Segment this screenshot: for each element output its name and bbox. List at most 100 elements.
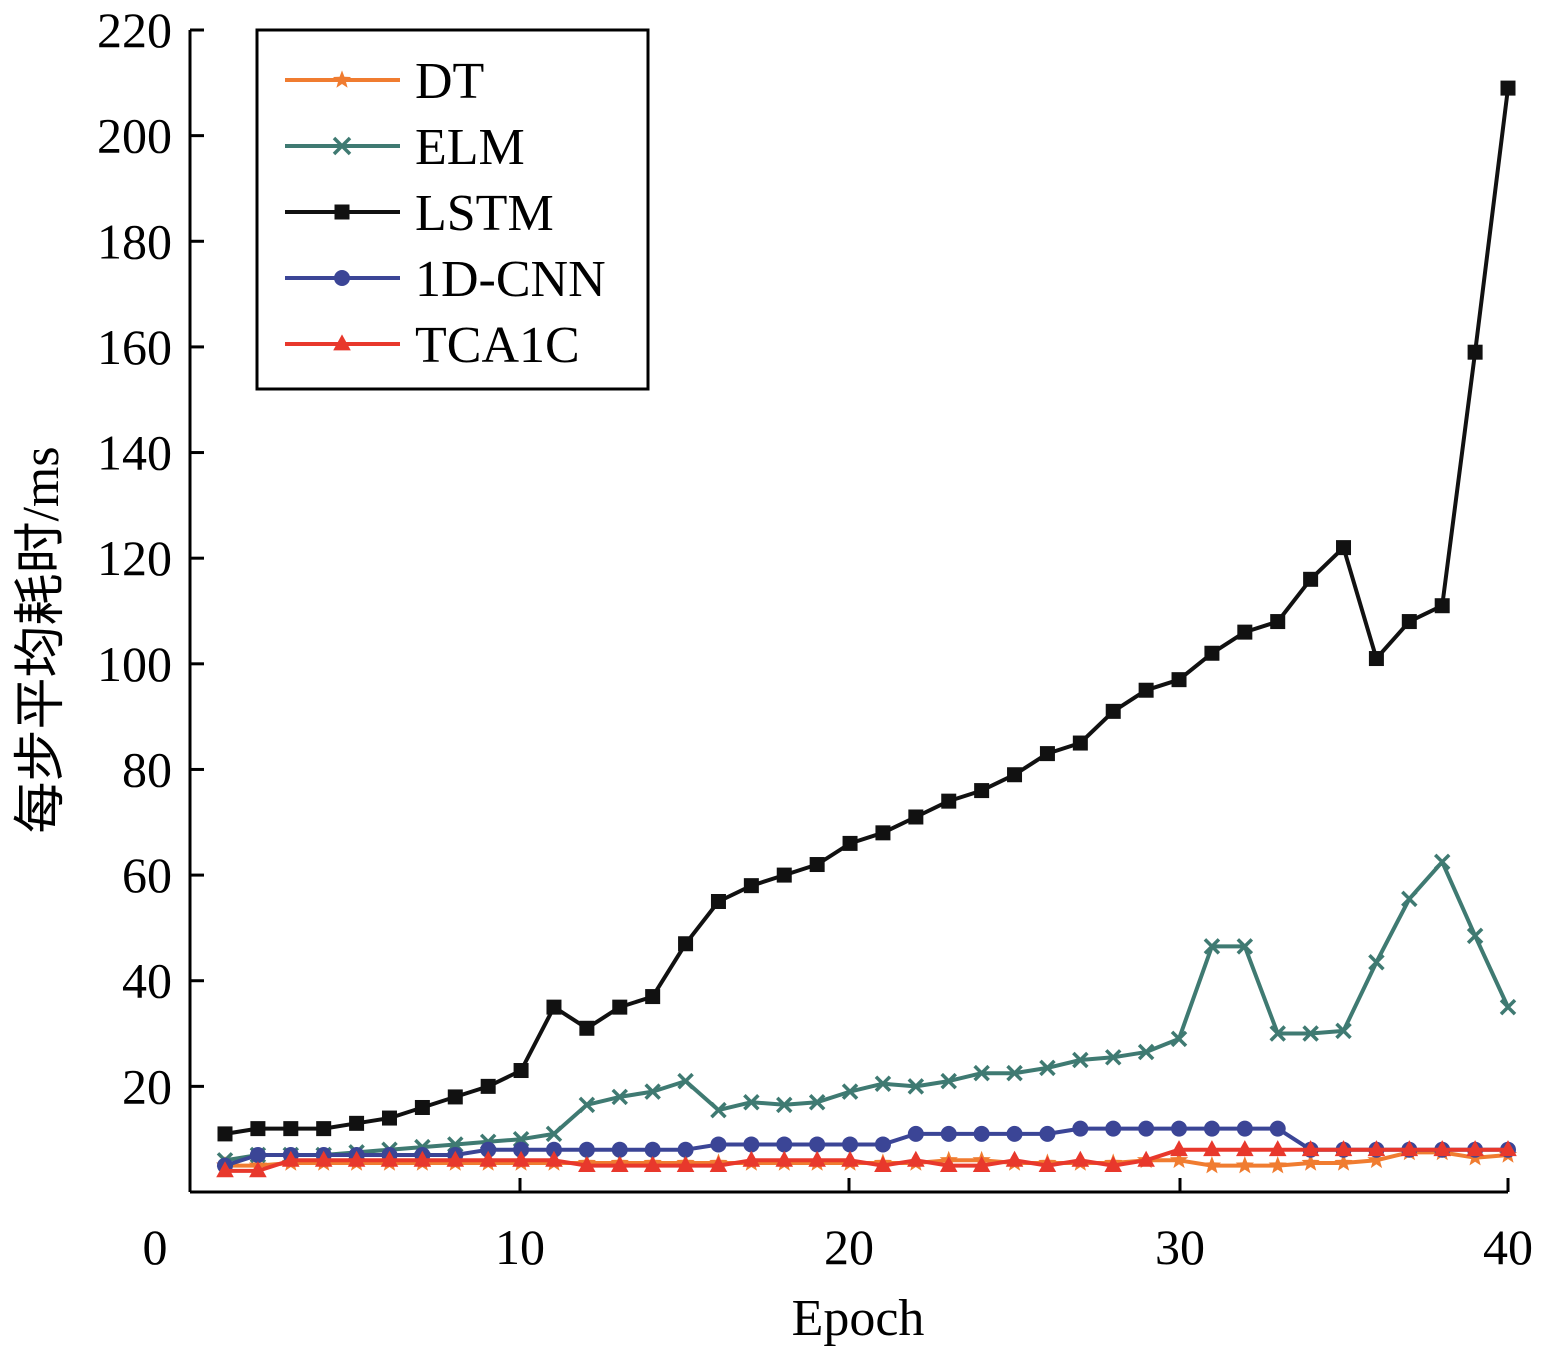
data-point-1d-cnn [513,1141,530,1158]
data-point-lstm [1039,746,1055,762]
legend-box [255,28,650,391]
data-point-elm [1236,938,1254,955]
series-line-elm [224,859,1510,1163]
x-tick-label: 10 [495,1219,545,1275]
data-point-elm [1137,1043,1155,1061]
data-point-lstm [1171,672,1187,688]
data-point-1d-cnn [1138,1120,1155,1137]
data-point-dt [1268,1156,1287,1174]
data-point-elm [1368,954,1385,971]
data-point-tca1c [808,1150,826,1167]
y-tick-label: 80 [122,741,172,797]
y-tick-label: 100 [97,636,172,692]
data-point-tca1c [709,1155,728,1172]
data-point-lstm [842,835,858,851]
data-point-tca1c [939,1155,958,1172]
data-point-tca1c [216,1161,234,1178]
legend-marker [334,204,350,220]
x-axis-title: Epoch [792,1290,925,1347]
y-tick-label: 60 [122,847,172,903]
y-tick-label: 20 [122,1058,172,1114]
data-point-tca1c [907,1150,925,1167]
data-point-tca1c [1170,1140,1188,1157]
data-point-lstm [1303,571,1319,587]
data-point-lstm [1270,614,1286,630]
data-point-tca1c [1071,1150,1090,1167]
data-point-dt [1202,1156,1222,1174]
data-point-dt [1367,1150,1386,1169]
y-tick-label: 220 [97,2,172,58]
data-point-elm [710,1101,727,1119]
data-point-elm [1039,1059,1056,1077]
data-point-tca1c [1038,1155,1057,1172]
data-point-tca1c [610,1155,629,1172]
data-point-lstm [1204,645,1220,661]
legend-entry-elm: ELM [285,119,525,176]
y-tick-label: 180 [97,213,172,269]
data-point-lstm [974,783,990,799]
legend-marker [334,270,350,286]
data-point-tca1c [446,1150,465,1167]
data-point-tca1c [380,1150,399,1167]
data-point-1d-cnn [973,1125,990,1142]
data-point-tca1c [281,1150,300,1167]
series-line-lstm [224,87,1510,1136]
data-point-dt [1169,1150,1189,1169]
data-point-tca1c [742,1150,761,1167]
data-point-elm [1104,1049,1122,1066]
x-tick-label: 0 [143,1219,168,1275]
data-point-tca1c [545,1150,563,1167]
data-point-lstm [809,857,825,873]
data-point-1d-cnn [1105,1120,1122,1137]
x-tick-label: 30 [1155,1219,1205,1275]
data-point-1d-cnn [874,1136,891,1153]
legend-entry-dt: DT [285,53,484,110]
data-point-tca1c [512,1150,530,1167]
legend-marker [333,334,351,351]
series-tca1c [216,1140,1517,1178]
data-point-1d-cnn [743,1136,760,1153]
data-point-lstm [1007,767,1023,783]
data-point-1d-cnn [578,1141,595,1158]
data-point-elm [841,1083,859,1100]
legend-label: DT [415,53,484,110]
data-point-tca1c [1400,1140,1419,1157]
data-point-tca1c [1466,1140,1484,1157]
data-point-lstm [513,1063,529,1079]
data-point-dt [1235,1156,1254,1174]
legend-label: LSTM [415,185,554,242]
legend-label: ELM [415,119,525,176]
data-point-lstm [1401,614,1417,630]
y-axis-title: 每步平均耗时/ms [13,446,70,833]
data-point-elm [874,1075,892,1092]
data-point-1d-cnn [809,1136,826,1153]
legend-entry-lstm: LSTM [285,185,554,242]
data-point-elm [1203,938,1221,955]
data-point-elm [973,1064,990,1082]
data-point-elm [677,1072,694,1090]
data-point-lstm [645,989,661,1005]
data-point-tca1c [347,1150,366,1167]
data-point-lstm [1467,344,1483,360]
data-point-1d-cnn [710,1136,727,1153]
data-point-lstm [316,1121,332,1137]
data-point-lstm [678,936,694,952]
data-point-lstm [1434,598,1450,614]
data-point-elm [1302,1025,1319,1042]
data-point-1d-cnn [644,1141,661,1158]
x-tick-label: 20 [824,1219,874,1275]
data-point-lstm [875,825,891,841]
data-point-tca1c [1433,1140,1452,1157]
data-point-elm [1466,927,1484,945]
data-point-lstm [908,809,924,825]
data-point-elm [545,1125,563,1143]
series-line-1d-cnn [224,1126,1508,1168]
data-point-1d-cnn [907,1125,924,1142]
y-tick-label: 200 [97,108,172,164]
data-point-elm [1006,1064,1023,1082]
data-point-lstm [283,1121,299,1137]
data-point-lstm [1105,703,1121,719]
data-point-tca1c [1367,1140,1386,1157]
data-point-tca1c [972,1155,991,1172]
data-point-1d-cnn [842,1136,859,1153]
